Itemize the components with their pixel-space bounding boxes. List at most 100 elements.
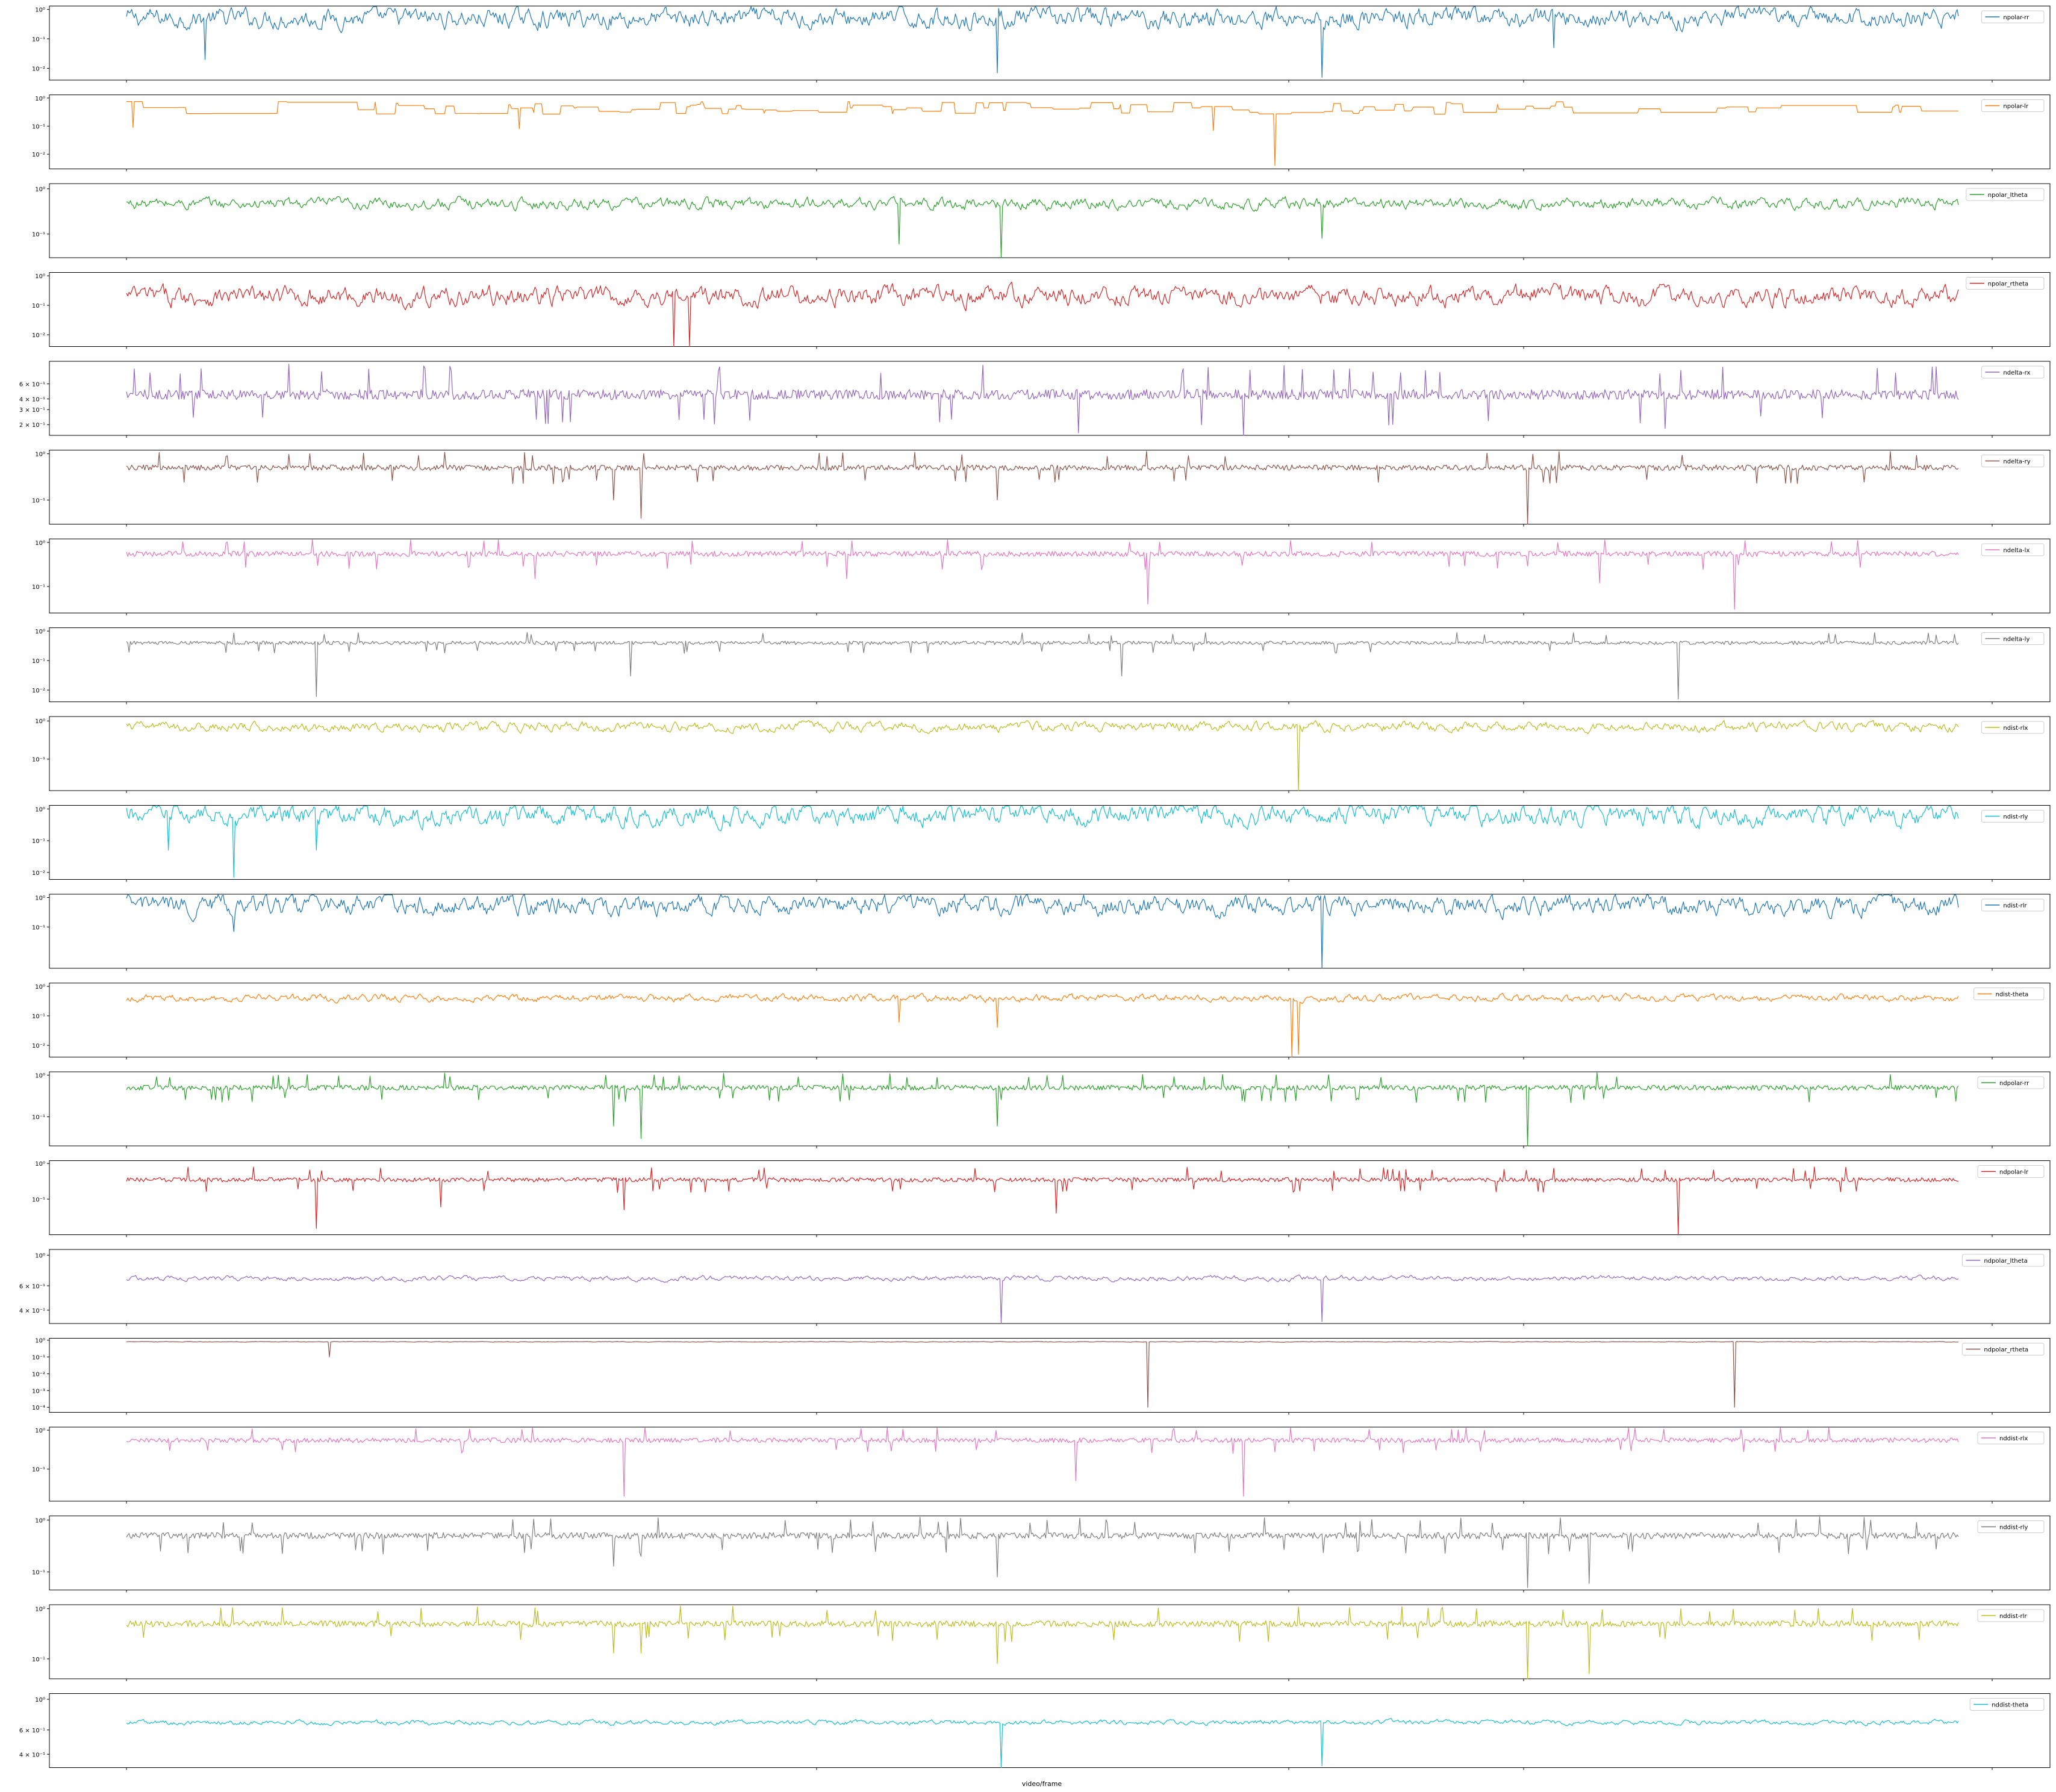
y-tick-label: 10⁰ [35,452,45,458]
legend-box [1961,1343,2045,1355]
subplot-ndelta-ry: 10⁰ 10⁻¹ ndelta-ry [32,450,2051,527]
y-tick-label: 4 × 10⁻¹ [19,396,45,403]
subplot-npolar_ltheta: 10⁰ 10⁻¹ npolar_ltheta [32,183,2051,260]
legend-box [1981,455,2045,467]
y-tick-label: 10⁻¹ [32,1355,45,1361]
legend: ndist-rlr [1981,898,2045,912]
legend: npolar-rr [1981,10,2045,23]
y-tick-label: 10⁰ [35,187,45,193]
y-tick-label: 10⁻¹ [32,925,45,932]
legend: nddist-rlx [1977,1431,2045,1445]
series-line-npolar-rr [126,6,1959,78]
y-tick-label: 10⁰ [35,1338,45,1345]
subplot-npolar-lr: 10⁰ 10⁻¹ 10⁻² npolar-lr [32,95,2051,172]
axes-frame [49,894,2051,969]
axes-frame [49,1160,2051,1235]
axes-frame [49,1249,2051,1324]
axes-frame [49,1604,2051,1679]
y-tick-label: 10⁻¹ [32,497,45,504]
y-tick-label: 3 × 10⁻¹ [19,407,45,414]
subplot-ndist-rlx: 10⁰ 10⁻¹ ndist-rlx [32,716,2051,793]
y-tick-label: 10⁰ [35,718,45,725]
legend: ndelta-lx [1981,543,2045,556]
y-tick-label: 10⁰ [35,96,45,102]
y-tick-label: 10⁻¹ [32,37,45,43]
y-tick-label: 10⁻¹ [32,232,45,238]
y-tick-label: 10⁻¹ [32,1570,45,1576]
legend-label: npolar-rr [2003,14,2030,21]
axes-frame [49,1426,2051,1502]
y-tick-label: 10⁻¹ [32,757,45,764]
legend: ndpolar-lr [1977,1165,2045,1178]
axes-frame [49,1071,2051,1146]
y-tick-label: 10⁰ [35,273,45,280]
series-line-ndist-rlr [126,894,1959,969]
y-tick-label: 10⁻¹ [32,123,45,130]
series-line-npolar_ltheta [126,196,1959,258]
legend: nddist-rly [1977,1520,2045,1533]
series-line-ndelta-lx [126,539,1959,610]
axes-frame [49,361,2051,436]
legend-label: nddist-rlx [1999,1436,2028,1442]
legend-box [1981,721,2045,734]
legend: npolar-lr [1981,99,2045,112]
subplot-nddist-rlx: 10⁰ 10⁻¹ nddist-rlx [32,1426,2051,1504]
series-line-ndist-rlx [126,720,1959,791]
subplots: 10⁰ 10⁻¹ 10⁻² npolar-rr 10⁰ 10⁻¹ 10⁻² npolar-lr… [19,5,2051,1770]
axes-frame [49,450,2051,524]
legend-box [1973,988,2045,1000]
legend: ndelta-ly [1981,632,2045,645]
legend: ndelta-rx [1981,366,2045,379]
subplot-ndpolar_rtheta: 10⁰ 10⁻¹ 10⁻² 10⁻³ 10⁻⁴ ndpolar_rtheta [32,1338,2051,1415]
axes-frame [49,1693,2051,1768]
legend-label: ndelta-ly [2003,636,2030,643]
y-tick-label: 10⁰ [35,1517,45,1524]
legend-box [1981,10,2045,23]
legend-box [1977,1165,2045,1178]
series-line-ndelta-rx [126,364,1959,436]
y-tick-label: 10⁻¹ [32,1467,45,1473]
axes-frame [49,538,2051,614]
y-tick-label: 10⁻¹ [32,658,45,665]
legend-label: npolar-lr [2003,104,2029,110]
legend-box [1981,366,2045,379]
subplot-ndpolar_ltheta: 10⁰ 6 × 10⁻¹ 4 × 10⁻¹ ndpolar_ltheta [19,1249,2051,1326]
subplot-nddist-rlr: 10⁰ 10⁻¹ nddist-rlr [32,1604,2051,1681]
series-line-npolar_rtheta [126,281,1959,347]
y-tick-label: 2 × 10⁻¹ [19,422,45,429]
legend-box [1961,1254,2045,1267]
y-tick-label: 10⁰ [35,1161,45,1168]
legend-label: ndpolar_ltheta [1984,1258,2027,1265]
axes-frame [49,716,2051,791]
legend: npolar_ltheta [1966,188,2045,201]
legend-box [1977,1520,2045,1533]
legend-box [1981,543,2045,556]
y-tick-label: 10⁻² [32,332,45,339]
legend-box [1977,1609,2045,1622]
axes-frame [49,627,2051,702]
legend: ndist-rly [1981,810,2045,823]
legend-label: npolar_ltheta [1988,192,2028,199]
y-tick-label: 10⁰ [35,7,45,14]
y-tick-label: 10⁻² [32,66,45,73]
y-tick-label: 10⁻² [32,152,45,158]
series-line-nddist-theta [126,1718,1959,1769]
series-line-ndpolar-lr [126,1166,1959,1236]
y-tick-label: 10⁰ [35,984,45,991]
series-line-ndpolar_ltheta [126,1274,1959,1324]
y-tick-label: 6 × 10⁻¹ [19,381,45,388]
x-axis-label: video/frame [1022,1780,1062,1788]
legend-box [1977,1076,2045,1089]
legend-label: ndelta-rx [2003,370,2030,376]
axes-frame [49,805,2051,880]
series-line-ndelta-ly [126,632,1959,700]
y-tick-label: 10⁻¹ [32,584,45,591]
axes-frame [49,983,2051,1057]
y-tick-label: 4 × 10⁻¹ [19,1752,45,1758]
subplot-ndist-theta: 10⁰ 10⁻¹ 10⁻² ndist-theta [32,983,2051,1060]
y-tick-label: 10⁻⁴ [32,1405,45,1411]
legend: ndist-theta [1973,988,2045,1000]
legend-label: ndist-rly [2003,814,2028,821]
legend-label: ndpolar-lr [1999,1169,2029,1176]
legend-label: nddist-rly [1999,1525,2028,1531]
